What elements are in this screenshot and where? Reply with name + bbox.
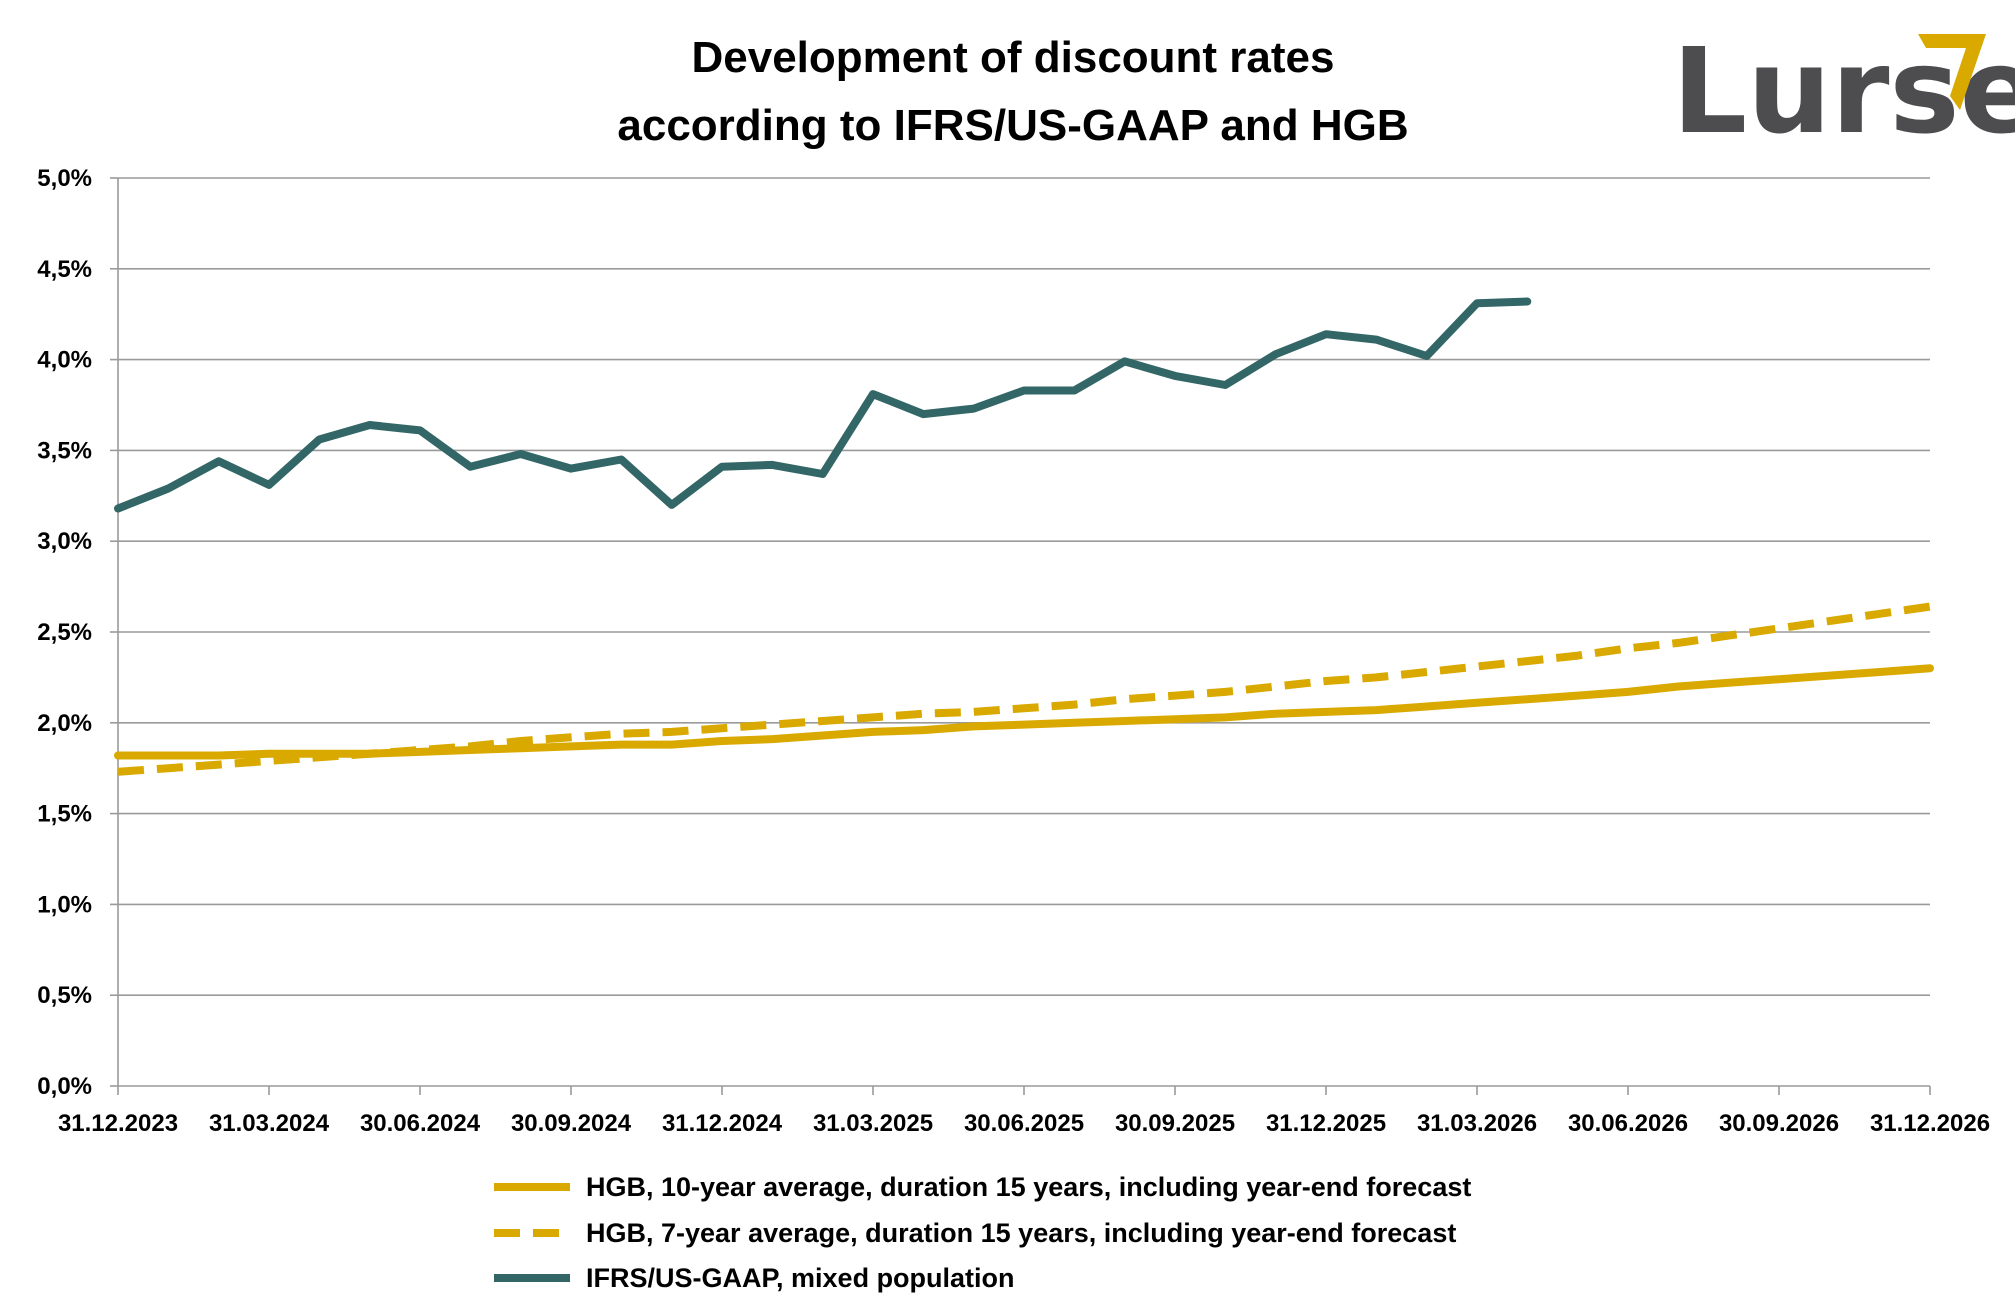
y-tick-label: 1,5%: [37, 801, 92, 828]
y-tick-label: 0,5%: [37, 982, 92, 1009]
x-tick-label: 31.12.2024: [662, 1110, 783, 1137]
y-tick-label: 2,5%: [37, 619, 92, 646]
x-tick-label: 30.09.2025: [1115, 1110, 1235, 1137]
x-tick-label: 31.03.2024: [209, 1110, 330, 1137]
x-tick-label: 31.12.2025: [1266, 1110, 1386, 1137]
y-tick-label: 3,0%: [37, 528, 92, 555]
lurse-logo: Lurse: [1672, 22, 2015, 160]
x-tick-label: 30.06.2024: [360, 1110, 481, 1137]
y-tick-label: 5,0%: [37, 165, 92, 192]
y-tick-label: 0,0%: [37, 1073, 92, 1100]
legend-label-1: HGB, 10-year average, duration 15 years,…: [586, 1172, 1471, 1202]
axes: [110, 177, 1931, 1095]
gridlines: [118, 177, 1930, 997]
legend: HGB, 10-year average, duration 15 years,…: [494, 1172, 1471, 1293]
x-tick-label: 30.09.2026: [1719, 1110, 1839, 1137]
x-tick-label: 31.12.2023: [58, 1110, 178, 1137]
x-tick-label: 30.09.2024: [511, 1110, 632, 1137]
y-tick-label: 2,0%: [37, 710, 92, 737]
x-axis-tick-labels: 31.12.2023 31.03.2024 30.06.2024 30.09.2024…: [58, 1110, 1990, 1137]
chart-title-line-2: according to IFRS/US-GAAP and HGB: [617, 101, 1408, 150]
series-lines: [114, 297, 1934, 776]
series-line-3: [114, 297, 1532, 513]
chart-title-line-1: Development of discount rates: [691, 33, 1334, 82]
chevron-accent-icon: [1918, 34, 1986, 110]
x-tick-label: 30.06.2025: [964, 1110, 1084, 1137]
y-tick-label: 3,5%: [37, 437, 92, 464]
series-line-1: [114, 664, 1934, 760]
x-tick-label: 31.03.2026: [1417, 1110, 1537, 1137]
legend-label-3: IFRS/US-GAAP, mixed population: [586, 1263, 1015, 1293]
y-tick-label: 4,5%: [37, 256, 92, 283]
legend-label-2: HGB, 7-year average, duration 15 years, …: [586, 1218, 1456, 1248]
x-tick-label: 31.03.2025: [813, 1110, 933, 1137]
y-tick-label: 1,0%: [37, 891, 92, 918]
x-tick-label: 31.12.2026: [1870, 1110, 1990, 1137]
series-line-2: [117, 602, 1931, 776]
y-tick-label: 4,0%: [37, 347, 92, 374]
y-axis-tick-labels: 0,0% 0,5% 1,0% 1,5% 2,0% 2,5% 3,0% 3,5% 4,0% 4,5%…: [37, 165, 92, 1100]
x-tick-label: 30.06.2026: [1568, 1110, 1688, 1137]
